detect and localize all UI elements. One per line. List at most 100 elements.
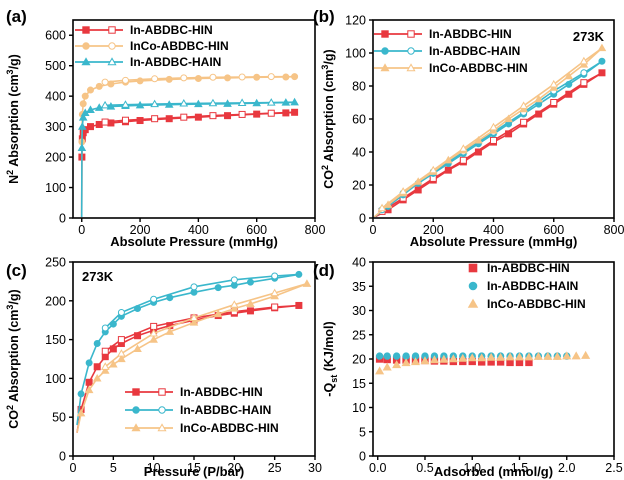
data-point-circle [81, 92, 89, 100]
data-point-circle [166, 294, 174, 302]
data-point-triangle [458, 353, 468, 362]
data-point-triangle [444, 155, 453, 164]
data-point-circle [598, 57, 606, 65]
y-axis-title-part: 3 [5, 69, 15, 74]
data-point-triangle [377, 203, 387, 212]
x-tick-label: 400 [483, 223, 504, 237]
data-point-triangle [157, 423, 167, 432]
data-point-triangle [290, 97, 299, 106]
y-tick-label: 120 [345, 14, 366, 28]
data-point-circle [224, 74, 232, 82]
y-tick-label: 30 [352, 304, 366, 318]
data-point-triangle [77, 143, 87, 152]
legend-label: In-ABDBC-HAIN [429, 44, 520, 58]
legend: In-ABDBC-HIN In-ABDBC-HAIN InCo-ABDBC-HIN [125, 385, 279, 435]
plot-frame [72, 19, 316, 219]
data-point-triangle [165, 327, 175, 335]
legend-entry: InCo-ABDBC-HIN [374, 61, 528, 75]
data-point-square [194, 113, 202, 121]
data-point-square [101, 347, 109, 355]
data-point-triangle [135, 100, 145, 109]
y-axis-title-part: 2 [5, 405, 15, 410]
series-InCo-ABDBC-HIN [375, 350, 591, 375]
data-point-square [107, 119, 115, 127]
y-tick-label: 20 [352, 353, 366, 367]
data-point-triangle [78, 113, 88, 121]
legend-entry: In-ABDBC-HAIN [468, 279, 578, 293]
data-point-square [282, 109, 290, 117]
legend-label: In-ABDBC-HIN [487, 261, 570, 275]
data-point-triangle [121, 100, 130, 108]
data-point-square [136, 117, 144, 125]
data-point-triangle [410, 357, 421, 366]
data-point-circle [165, 75, 173, 83]
data-point-triangle [230, 304, 239, 312]
legend-entry: In-ABDBC-HAIN [75, 55, 221, 69]
y-tick-label: 5 [359, 425, 366, 439]
data-point-circle [117, 308, 125, 316]
panel-label: (a) [6, 7, 27, 26]
data-point-circle [77, 390, 85, 398]
data-point-square [85, 378, 93, 386]
data-point-circle [295, 270, 303, 278]
data-point-square [444, 166, 452, 174]
data-point-triangle [94, 103, 104, 111]
desorption-line [104, 304, 299, 352]
data-point-triangle [505, 352, 515, 361]
y-tick-label: 0 [59, 450, 66, 464]
data-point-triangle [428, 165, 438, 174]
data-point-triangle [375, 366, 385, 375]
y-tick-label: 0 [359, 450, 366, 464]
data-point-triangle [109, 359, 118, 368]
data-point-triangle [230, 300, 239, 308]
data-point-circle [468, 281, 478, 291]
data-point-square [117, 336, 125, 344]
data-point-circle [134, 305, 142, 313]
data-point-triangle [489, 122, 498, 131]
data-point-circle [132, 406, 140, 414]
legend-entry: In-ABDBC-HIN [374, 27, 512, 41]
data-point-triangle [459, 144, 468, 152]
data-point-triangle [150, 99, 159, 108]
data-point-square [134, 332, 142, 340]
x-tick-label: 0 [370, 223, 377, 237]
data-point-square [381, 30, 389, 38]
data-point-circle [209, 73, 217, 81]
data-point-square [580, 79, 588, 87]
data-point-square [93, 363, 101, 371]
legend-label: InCo-ABDBC-HIN [130, 39, 229, 53]
data-point-triangle [117, 354, 126, 363]
data-point-circle [108, 42, 116, 50]
panel-b: 0 200 400 600 800 0 20 40 60 80 100 120 Absolute Pre… [313, 7, 624, 249]
x-tick-label: 0 [78, 223, 85, 237]
adsorption-line [76, 304, 299, 433]
data-point-square [86, 123, 94, 131]
data-point-square [565, 90, 573, 98]
legend-label: In-ABDBC-HAIN [487, 279, 578, 293]
data-point-triangle [504, 114, 513, 123]
data-point-triangle [92, 373, 102, 382]
data-point-triangle [100, 366, 110, 374]
data-point-circle [82, 42, 90, 50]
data-point-circle [85, 359, 93, 367]
y-tick-label: 60 [352, 113, 366, 127]
y-tick-label: 15 [352, 377, 366, 391]
data-point-circle [392, 352, 401, 360]
data-point-triangle [571, 351, 581, 360]
data-point-triangle [86, 105, 95, 113]
x-tick-label: 5 [110, 461, 117, 475]
x-axis-title: Absolute Pressure (mmHg) [110, 234, 278, 249]
data-point-circle [136, 77, 144, 85]
temperature-annotation: 273K [573, 29, 605, 44]
x-tick-label: 2.0 [558, 461, 575, 475]
adsorption-line [76, 273, 300, 426]
data-point-square [224, 112, 232, 120]
adsorption-line [374, 47, 603, 217]
panel-c: 0 5 10 15 20 25 30 0 50 100 150 200 250 Pressure (P/b… [5, 256, 322, 480]
y-axis-title: CO2 Absorption (cm3/g) [5, 289, 21, 428]
data-point-square [598, 69, 606, 77]
data-point-circle [246, 278, 254, 286]
series-InCo-ABDBC-HIN [374, 43, 607, 217]
y-axis-title-part: (KJ/mol) [322, 321, 336, 374]
data-point-triangle [281, 98, 291, 106]
